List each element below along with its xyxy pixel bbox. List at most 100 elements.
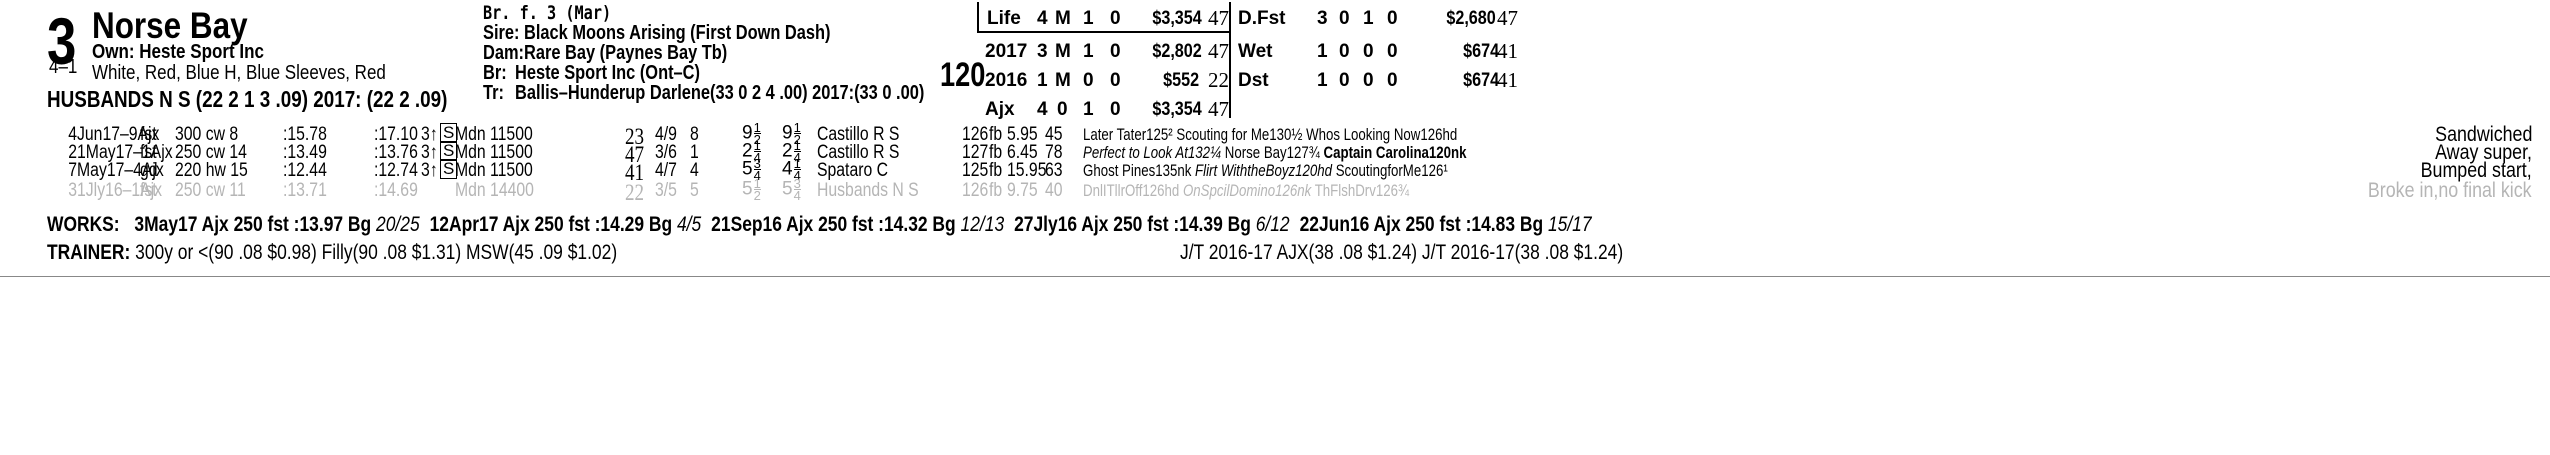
race-fig: 40 [1045,180,1063,201]
race-t2: :14.69 [374,180,418,201]
stats-row-wins: 0 [1057,99,1068,120]
weight: 120 [940,56,986,94]
race-pp: 3/6 [655,142,677,163]
work-item: 12Apr17 Ajx 250 fst :14.29 Bg 4/5 [430,213,702,236]
stats-row-earnings: $2,680 [1446,8,1496,29]
stats-row-earnings: $2,802 [1152,41,1202,62]
race-remark: Sandwiched [2434,123,2532,146]
stats-row-label: D.Fst [1238,8,1286,29]
owner: Own: Heste Sport Inc [92,41,264,63]
stats-row-label: 2016 [985,70,1028,91]
comment-part: Norse Bay127¾ [1221,143,1324,162]
race-date: 31Jly16–1Ajx [68,180,163,201]
race-cond: fst [140,124,157,145]
trainer: Ballis–Hunderup Darlene(33 0 2 4 .00) 20… [515,82,925,104]
race-remark: Bumped start, [2420,159,2532,182]
state-bred-box: S [440,123,458,143]
stats-row-places: 0 [1083,70,1094,91]
race-race: Mdn 11500 [455,160,533,181]
comment-part: OnSpcilDomino126nk [1182,181,1312,200]
race-dist: 250 cw 11 [175,180,246,201]
state-bred-letter: S [440,123,458,143]
call-fraction-num: 1 [793,156,801,171]
call-fraction-num: 1 [793,138,801,153]
race-pp: 4/7 [655,160,677,181]
call-whole: 9 [782,122,793,144]
race-remark: Broke in,no final kick [2368,179,2532,202]
race-t1: :13.71 [283,180,327,201]
race-comment: DnlITllrOff126hd OnSpcilDomino126nk ThFl… [1083,181,1409,201]
stats-row-places: 0 [1363,41,1374,62]
race-age: 3↑ [421,142,438,163]
stats-row-fig: 47 [1497,6,1518,30]
stats-row-fig: 41 [1497,39,1518,63]
comment-part: Perfect to Look At132¼ [1083,143,1222,162]
horse-name: Norse Bay [92,5,248,46]
work-date: 12Apr17 [429,213,503,236]
race-jockey: Spataro C [817,160,889,181]
race-odds: 5.95 [1007,124,1038,145]
race-wt: 127 [962,142,989,163]
call-fraction-den: 4 [753,150,761,165]
call-fraction-num: 3 [753,156,761,171]
stats-row-starts: 3 [1317,8,1328,29]
comment-part: Captain Carolina120nk [1323,143,1467,162]
stats-row-wins: M [1055,70,1071,91]
stats-row-label: Ajx [985,99,1015,120]
work-rank: 6/12 [1255,213,1290,236]
race-odds: 9.75 [1007,180,1038,201]
stats-box-left [977,2,979,31]
race-remark: Away super, [2435,141,2532,164]
breeder: Heste Sport Inc (Ont–C) [515,62,700,84]
race-race: Mdn 11500 [455,124,533,145]
stats-row-shows: 0 [1387,8,1398,29]
race-spd: 41 [625,160,645,185]
race-age: 3↑ [421,160,438,181]
race-t2: :12.74 [374,160,418,181]
call-fraction-den: 2 [793,132,801,147]
stats-row-wins: M [1055,8,1071,29]
trainer-stats-label: TRAINER: [47,241,131,264]
trainer-stats-line: TRAINER: 300y or <(90 .08 $0.98) Filly(9… [47,241,617,265]
call-fraction-den: 4 [753,168,761,183]
race-st: 8 [690,124,699,145]
work-time: :14.29 Bg [594,213,677,236]
morning-line-odds: 4–1 [49,56,78,78]
call-fraction-den: 4 [793,188,801,203]
stats-row-fig: 47 [1208,39,1229,63]
work-date: 3May17 [134,213,202,236]
stats-row-fig: 22 [1208,68,1229,92]
jockey-trainer-stats: J/T 2016-17 AJX(38 .08 $1.24) J/T 2016-1… [1180,241,1624,264]
work-time: :14.39 Bg [1173,213,1256,236]
race-jockey: Husbands N S [817,180,919,201]
work-date: 21Sep16 [711,213,787,236]
stats-row-places: 1 [1363,8,1374,29]
race-eq: fb [989,142,1003,163]
race-wt: 125 [962,160,989,181]
call-whole: 5 [782,178,793,200]
call-fraction-den: 4 [793,168,801,183]
stats-row-earnings: $3,354 [1152,8,1202,29]
race-t1: :12.44 [283,160,327,181]
work-rank: 12/13 [960,213,1005,236]
race-spd: 47 [625,142,645,167]
work-item: 21Sep16 Ajx 250 fst :14.32 Bg 12/13 [711,213,1004,236]
stats-row-starts: 1 [1317,70,1328,91]
race-jockey: Castillo R S [817,142,900,163]
race-race: Mdn 11500 [455,142,533,163]
call-whole: 2 [742,140,753,162]
stats-row-label: Wet [1238,41,1273,62]
stats-row-wins: 0 [1339,41,1350,62]
work-rank: 15/17 [1547,213,1592,236]
call-fraction-num: 1 [753,120,761,135]
bottom-rule [0,276,2550,277]
post-number: 3 [47,4,77,78]
stats-row-fig: 47 [1208,97,1229,121]
